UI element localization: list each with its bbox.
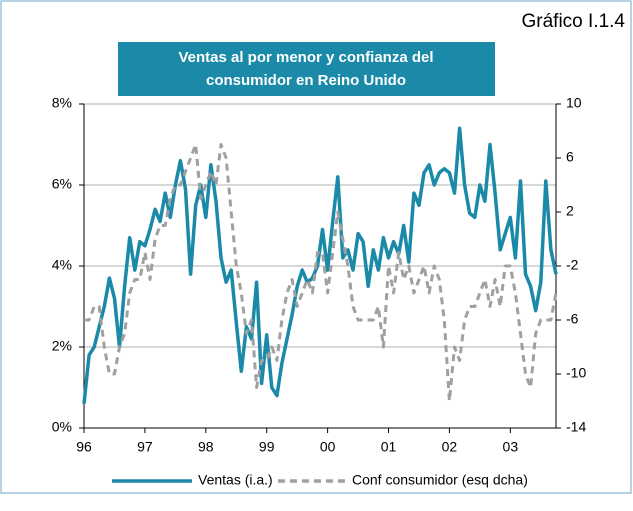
x-tick-label: 03	[503, 439, 519, 455]
y2-tick-label: -10	[566, 365, 586, 381]
chart-title: consumidor en Reino Unido	[206, 72, 406, 89]
y2-tick-label: 2	[566, 203, 574, 219]
series-line	[82, 126, 558, 404]
x-tick-label: 01	[381, 439, 397, 455]
y-tick-label: 8%	[52, 95, 72, 111]
y-tick-label: 4%	[52, 257, 72, 273]
y-tick-label: 0%	[52, 419, 72, 435]
chart-label: Gráfico I.1.4	[522, 11, 626, 32]
x-tick-label: 97	[137, 439, 153, 455]
x-tick-label: 98	[198, 439, 214, 455]
legend-label: Ventas (i.a.)	[198, 472, 273, 488]
y-tick-label: 2%	[52, 338, 72, 354]
y2-tick-label: 6	[566, 149, 574, 165]
y2-tick-label: -2	[566, 257, 579, 273]
y2-tick-label: 10	[566, 95, 582, 111]
y2-tick-label: -14	[566, 419, 586, 435]
y2-tick-label: -6	[566, 311, 579, 327]
x-tick-label: 96	[76, 439, 92, 455]
y-tick-label: 6%	[52, 176, 72, 192]
x-tick-label: 00	[320, 439, 336, 455]
x-tick-label: 99	[259, 439, 275, 455]
x-tick-label: 02	[442, 439, 458, 455]
legend-label: Conf consumidor (esq dcha)	[352, 472, 528, 488]
series-line	[84, 143, 558, 403]
title-box	[118, 42, 495, 96]
frame	[0, 0, 632, 494]
chart-title: Ventas al por menor y confianza del	[178, 49, 433, 66]
